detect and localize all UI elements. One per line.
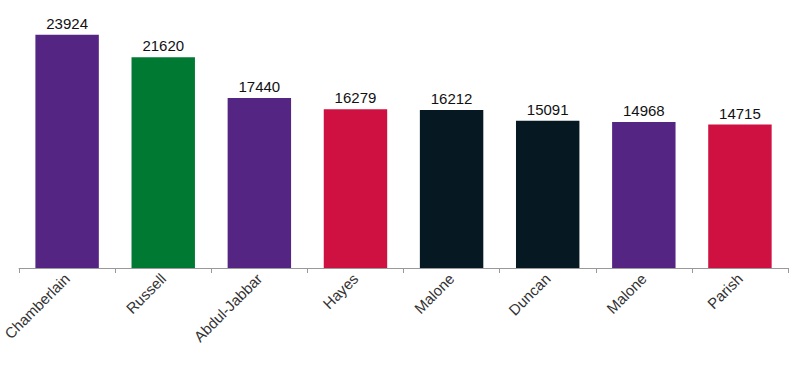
svg-text:Parish: Parish: [704, 270, 746, 312]
svg-text:Duncan: Duncan: [505, 270, 554, 319]
svg-text:Malone: Malone: [603, 270, 650, 317]
svg-text:16212: 16212: [431, 90, 473, 107]
svg-text:Malone: Malone: [411, 270, 458, 317]
svg-text:14715: 14715: [719, 105, 761, 122]
svg-text:Russell: Russell: [122, 270, 169, 317]
svg-text:21620: 21620: [142, 37, 184, 54]
svg-text:17440: 17440: [238, 78, 280, 95]
svg-text:Chamberlain: Chamberlain: [1, 270, 73, 342]
svg-text:Hayes: Hayes: [319, 270, 361, 312]
svg-text:23924: 23924: [46, 15, 88, 32]
svg-text:16279: 16279: [335, 89, 377, 106]
svg-text:Abdul-Jabbar: Abdul-Jabbar: [190, 270, 265, 345]
svg-text:15091: 15091: [527, 101, 569, 118]
svg-text:14968: 14968: [623, 102, 665, 119]
